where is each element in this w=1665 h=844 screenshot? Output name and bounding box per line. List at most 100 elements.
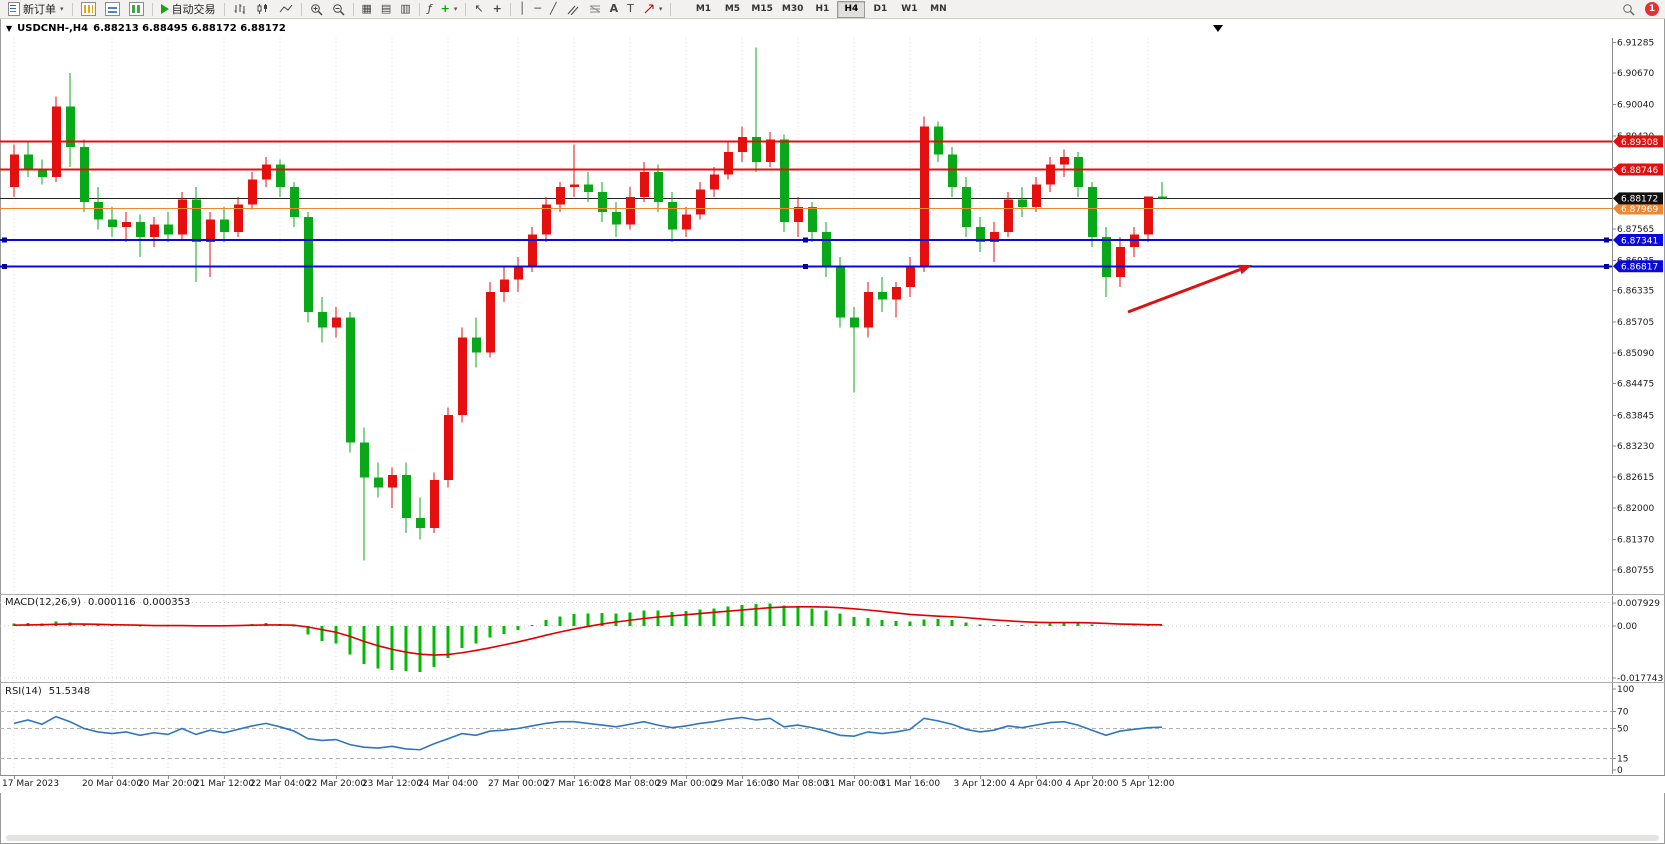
candle xyxy=(1102,237,1111,278)
profiles-button[interactable] xyxy=(101,1,124,17)
autotrading-button[interactable]: 自动交易 xyxy=(157,1,220,17)
price-badge[interactable]: 6.87341 xyxy=(1613,233,1663,246)
search-icon xyxy=(1623,3,1635,16)
cascade-windows-button[interactable]: ▤ xyxy=(377,1,395,17)
candle xyxy=(346,317,355,443)
macd-pane[interactable]: 0.007929 0.00 -0.017743 xyxy=(0,596,1665,682)
chart-ohlc-values: 6.88213 6.88495 6.88172 6.88172 xyxy=(93,23,286,34)
line-handle[interactable] xyxy=(2,237,7,243)
tile-windows-button[interactable]: ▦ xyxy=(358,1,376,17)
candlestick-button[interactable] xyxy=(252,1,274,17)
line-handle[interactable] xyxy=(803,263,808,269)
candle xyxy=(864,292,873,328)
notification-badge[interactable]: 1 xyxy=(1645,2,1659,16)
time-tick xyxy=(392,776,393,779)
indicators-button[interactable]: ƒ xyxy=(424,1,436,17)
horizontal-scrollbar[interactable] xyxy=(6,835,1659,841)
candle xyxy=(318,312,327,328)
line-chart-button[interactable] xyxy=(275,1,297,17)
axis-label: 6.85090 xyxy=(1617,349,1654,359)
new-chart-icon xyxy=(80,2,96,16)
data-window-button[interactable] xyxy=(125,1,148,17)
time-axis[interactable]: 17 Mar 2023 20 Mar 04:00 20 Mar 20:00 21 Ma… xyxy=(0,775,1665,793)
fibonacci-button[interactable] xyxy=(584,1,605,17)
bar-chart-button[interactable] xyxy=(229,1,251,17)
trendline-button[interactable]: ╱ xyxy=(546,1,561,17)
new-order-button[interactable]: 新订单 ▾ xyxy=(4,1,68,17)
line-handle[interactable] xyxy=(803,237,808,243)
label-button[interactable]: T xyxy=(623,1,638,17)
symbol-dropdown-icon[interactable]: ▼ xyxy=(6,24,13,33)
candle xyxy=(374,477,383,488)
line-handle[interactable] xyxy=(1604,237,1609,243)
macd-signal-line xyxy=(13,605,1163,656)
price-badge[interactable]: 6.88172 xyxy=(1613,192,1663,205)
pane-divider[interactable] xyxy=(0,594,1665,595)
chart-shift-marker[interactable] xyxy=(1213,25,1223,32)
price-badge[interactable]: 6.89308 xyxy=(1613,135,1663,148)
horizontal-line-object[interactable] xyxy=(0,237,1612,243)
timeframe-button-H1[interactable]: H1 xyxy=(815,4,830,14)
candle xyxy=(990,232,999,243)
candle xyxy=(836,267,845,318)
time-label: 20 Mar 04:00 xyxy=(81,779,143,789)
candle xyxy=(514,267,523,280)
candle xyxy=(668,201,677,230)
timeframe-button-M1[interactable]: M1 xyxy=(695,4,712,14)
svg-text:6.89308: 6.89308 xyxy=(1621,138,1658,148)
candle xyxy=(682,214,691,230)
candle xyxy=(276,164,285,187)
arrange-windows-button[interactable]: ▥ xyxy=(396,1,414,17)
timeframe-button-D1[interactable]: D1 xyxy=(873,4,888,14)
add-indicator-icon: + xyxy=(440,2,450,15)
cascade-windows-icon: ▤ xyxy=(380,2,392,15)
zoom-in-button[interactable] xyxy=(306,1,327,17)
rsi-pane[interactable]: 100 70 50 15 0 xyxy=(0,683,1665,774)
timeframe-button-M15[interactable]: M15 xyxy=(751,4,773,14)
timeframe-button-W1[interactable]: W1 xyxy=(901,4,918,14)
new-chart-button[interactable] xyxy=(77,1,100,17)
candle xyxy=(1046,164,1055,185)
pane-divider[interactable] xyxy=(0,682,1665,683)
toolbar-separator xyxy=(300,2,302,16)
candle xyxy=(738,136,747,152)
time-label: 31 Mar 16:00 xyxy=(879,779,941,789)
candle xyxy=(248,179,257,205)
candle xyxy=(38,169,47,177)
line-handle[interactable] xyxy=(2,263,7,269)
candle xyxy=(290,186,299,217)
candle xyxy=(94,201,103,220)
vertical-line-button[interactable]: │ xyxy=(515,1,530,17)
horizontal-line-button[interactable]: ─ xyxy=(530,1,545,17)
timeframe-button-M5[interactable]: M5 xyxy=(724,4,741,14)
text-button[interactable]: A xyxy=(606,1,623,17)
timeframe-button-H4[interactable]: H4 xyxy=(837,0,866,18)
search-button[interactable] xyxy=(1618,1,1639,17)
line-handle[interactable] xyxy=(1604,263,1609,269)
axis-label: 6.86335 xyxy=(1617,286,1654,296)
candle xyxy=(640,171,649,197)
arrow-tool-button[interactable]: ▾ xyxy=(639,1,667,17)
add-indicator-button[interactable]: + ▾ xyxy=(437,1,462,17)
time-label: 5 Apr 12:00 xyxy=(1121,779,1175,789)
price-badge[interactable]: 6.88746 xyxy=(1613,163,1663,176)
timeframe-button-MN[interactable]: MN xyxy=(930,4,947,14)
candle xyxy=(584,184,593,192)
time-label: 27 Mar 16:00 xyxy=(543,779,605,789)
arrow-object[interactable] xyxy=(1127,264,1252,314)
toolbar-separator xyxy=(509,2,511,16)
main-chart[interactable]: 6.912856.906706.900406.894206.887906.875… xyxy=(0,38,1665,594)
time-tick xyxy=(980,776,981,779)
rsi-name: RSI(14) xyxy=(5,686,42,697)
price-badge[interactable]: 6.87969 xyxy=(1613,202,1663,215)
timeframe-button-M30[interactable]: M30 xyxy=(781,4,804,14)
price-badge[interactable]: 6.86817 xyxy=(1613,260,1663,273)
channel-button[interactable] xyxy=(562,1,583,17)
candle xyxy=(262,164,271,180)
horizontal-line-object[interactable] xyxy=(0,263,1612,269)
zoom-out-button[interactable] xyxy=(328,1,349,17)
cursor-button[interactable]: ↖ xyxy=(470,1,487,17)
crosshair-button[interactable]: + xyxy=(489,1,506,17)
candle xyxy=(122,221,131,228)
svg-text:6.88172: 6.88172 xyxy=(1621,195,1658,205)
